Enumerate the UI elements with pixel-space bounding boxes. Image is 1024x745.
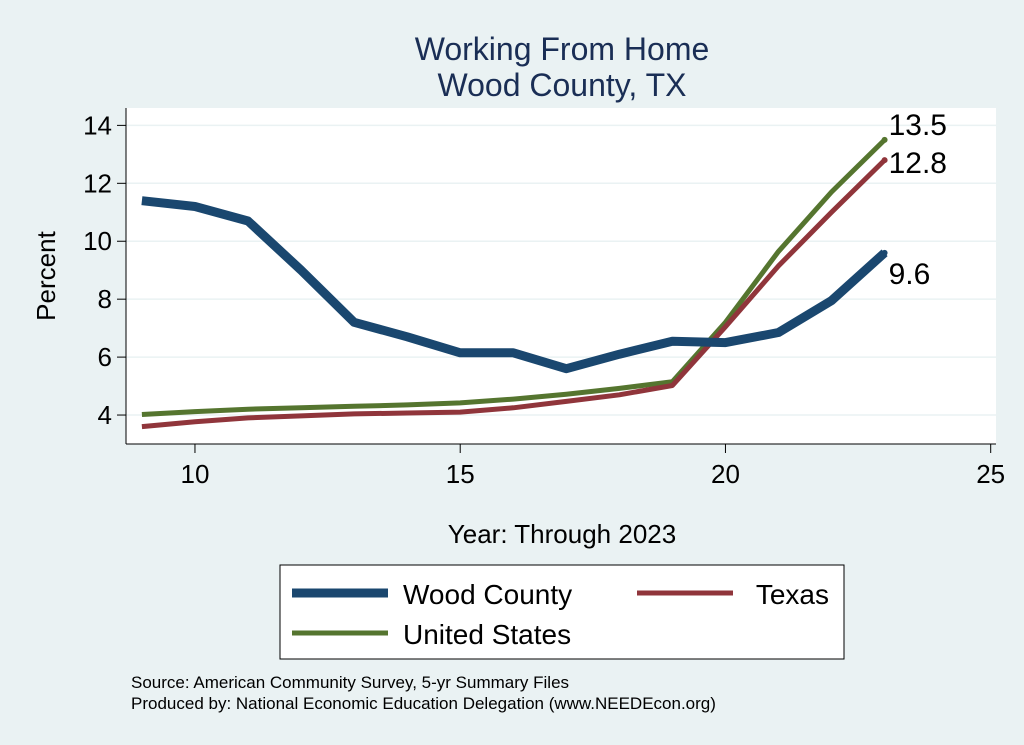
series-line-texas [141,158,887,430]
source-note: Source: American Community Survey, 5-yr … [131,673,569,692]
chart-title-line-1: Working From Home [415,31,710,67]
y-axis-title: Percent [31,230,61,320]
series-endpoint-united-states [881,136,888,143]
end-label-united-states: 13.5 [889,109,947,142]
legend-label-texas: Texas [756,579,829,610]
data-labels: 9.6 12.8 13.5 [889,109,947,291]
axes: 4 6 8 10 12 14 10 15 20 25 [83,108,1005,489]
end-label-wood-county: 9.6 [889,258,931,291]
chart-title-line-2: Wood County, TX [437,67,686,103]
y-tick-label: 6 [98,342,112,372]
x-tick-label: 10 [181,459,210,489]
series-endpoint-wood-county [881,249,888,256]
y-tick-label: 10 [83,226,112,256]
end-label-texas: 12.8 [889,147,947,180]
y-tick-label: 12 [83,168,112,198]
legend-label-united-states: United States [403,619,571,650]
legend-box [279,564,845,660]
series-endpoint-texas [881,157,888,164]
legend: Wood County Texas United States [279,564,845,660]
x-tick-label: 25 [976,459,1005,489]
y-tick-label: 4 [98,400,112,430]
x-tick-label: 15 [446,459,475,489]
x-tick-label: 20 [711,459,740,489]
producer-note: Produced by: National Economic Education… [131,694,716,713]
x-axis-title: Year: Through 2023 [448,519,676,549]
series-line-wood-county [141,196,888,374]
plot-area [126,108,996,444]
legend-label-wood-county: Wood County [403,579,572,610]
y-tick-label: 8 [98,284,112,314]
y-tick-label: 14 [83,110,112,140]
series-lines [141,136,888,430]
series-line-united-states [141,138,887,417]
